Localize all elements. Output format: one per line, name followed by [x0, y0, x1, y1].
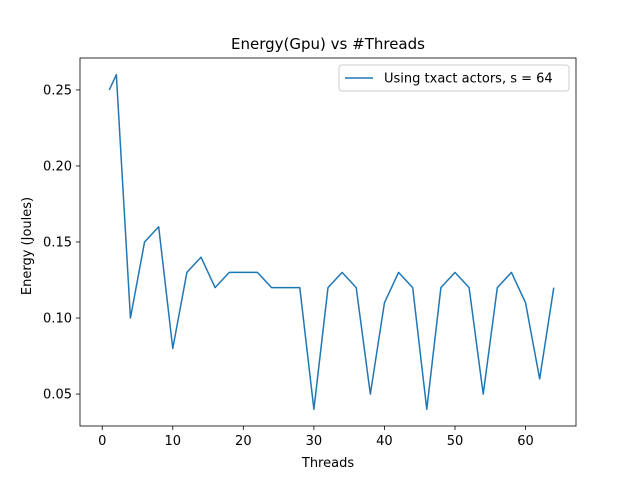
y-tick-label: 0.10 — [43, 312, 72, 327]
series-line-0 — [108, 73, 555, 411]
x-tick-label: 60 — [517, 434, 534, 449]
x-tick-label: 0 — [98, 434, 106, 449]
x-tick-label: 20 — [235, 434, 252, 449]
legend-box — [338, 64, 570, 92]
legend: Using txact actors, s = 64 — [338, 64, 570, 92]
y-axis-title: Energy (Joules) — [20, 197, 35, 295]
legend-label: Using txact actors, s = 64 — [384, 72, 553, 87]
x-tick-label: 40 — [376, 434, 393, 449]
x-axis-title: Threads — [301, 456, 354, 471]
x-tick-label: 30 — [306, 434, 323, 449]
y-tick-label: 0.05 — [43, 388, 72, 403]
y-tick-label: 0.25 — [43, 83, 72, 98]
x-tick-label: 10 — [165, 434, 182, 449]
plot-area: 0 10 20 30 40 50 60 0.05 0.10 0.15 0.20 0.25 Using t… — [43, 57, 577, 449]
x-tick-label: 50 — [447, 434, 464, 449]
chart-title: Energy(Gpu) vs #Threads — [231, 35, 425, 53]
y-tick-label: 0.15 — [43, 236, 72, 251]
y-tick-label: 0.20 — [43, 159, 72, 174]
